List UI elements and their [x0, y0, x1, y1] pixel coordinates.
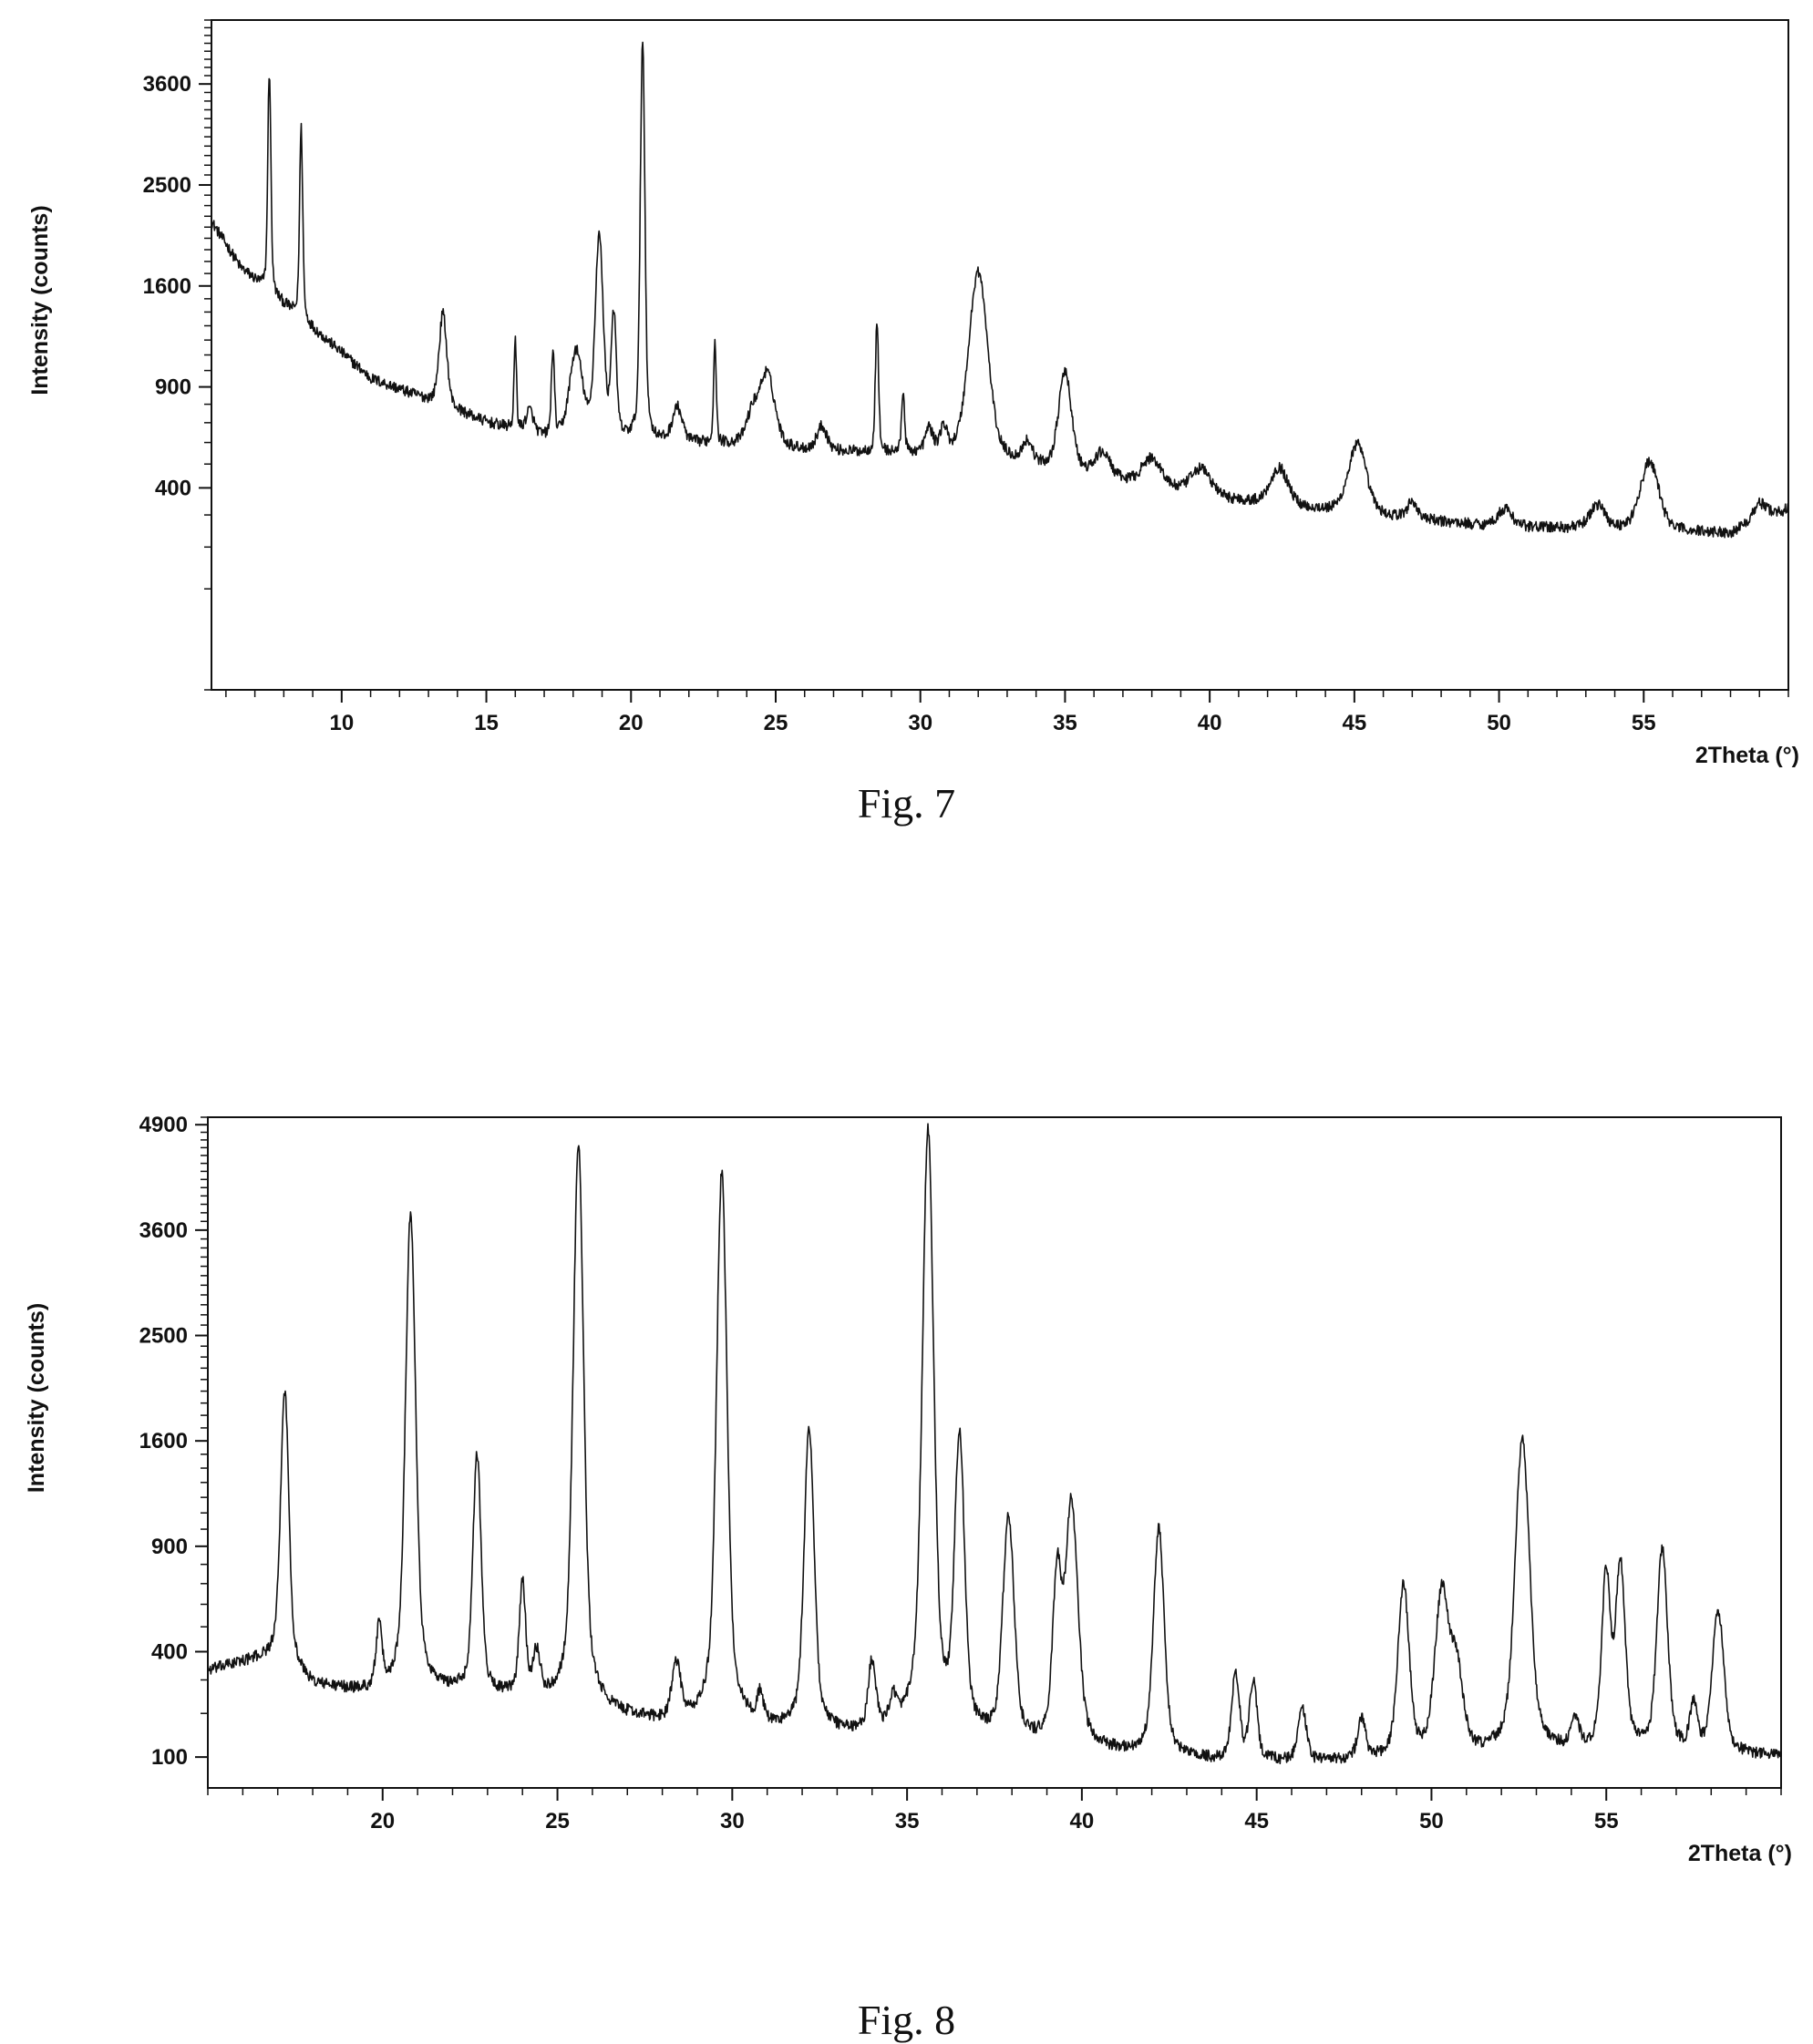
x-tick-label: 20 — [370, 1809, 395, 1833]
x-axis-label: 2Theta (°) — [1695, 743, 1799, 768]
figure-8: 100 400 900 1600 2500 3600 4900 20 25 30 35 40 45 50 5… — [0, 1084, 1813, 2043]
x-axis-label: 2Theta (°) — [1688, 1841, 1792, 1866]
y-tick-label: 3600 — [139, 1218, 188, 1243]
plot-frame — [211, 19, 1789, 691]
y-axis-label: Intensity (counts) — [27, 205, 53, 395]
y-tick-label: 100 — [151, 1745, 188, 1770]
x-tick-label: 10 — [329, 711, 354, 735]
x-tick-label: 40 — [1198, 711, 1222, 735]
x-tick-label: 25 — [764, 711, 788, 735]
y-tick-label: 2500 — [139, 1324, 188, 1349]
x-tick-label: 30 — [908, 711, 932, 735]
x-tick-label: 35 — [1053, 711, 1077, 735]
x-tick-label: 55 — [1632, 711, 1656, 735]
y-tick-label: 400 — [151, 1639, 188, 1664]
y-tick-label: 3600 — [143, 72, 191, 97]
diffraction-pattern-line — [211, 41, 1789, 539]
y-tick-label: 2500 — [143, 173, 191, 198]
x-tick-label: 40 — [1070, 1809, 1095, 1833]
figure-7: 400 900 1600 2500 3600 10 15 20 25 30 35 40 45 50 55 In… — [0, 0, 1813, 875]
xrd-chart-fig7: 400 900 1600 2500 3600 10 15 20 25 30 35 40 45 50 55 In… — [27, 19, 1799, 768]
x-tick-label: 35 — [895, 1809, 920, 1833]
y-tick-label: 4900 — [139, 1113, 188, 1137]
x-tick-label: 30 — [720, 1809, 745, 1833]
y-tick-label: 400 — [155, 476, 191, 500]
x-tick-label: 50 — [1487, 711, 1511, 735]
x-tick-label: 45 — [1343, 711, 1367, 735]
y-tick-label: 1600 — [143, 274, 191, 299]
figure-caption: Fig. 7 — [857, 780, 956, 827]
y-axis-label: Intensity (counts) — [24, 1303, 49, 1493]
xrd-chart-fig8: 100 400 900 1600 2500 3600 4900 20 25 30 35 40 45 50 5… — [24, 1113, 1792, 1866]
x-tick-label: 45 — [1244, 1809, 1269, 1833]
x-tick-label: 55 — [1594, 1809, 1619, 1833]
x-tick-label: 25 — [545, 1809, 570, 1833]
plot-frame — [207, 1116, 1782, 1789]
y-tick-label: 900 — [155, 375, 191, 400]
x-tick-label: 15 — [474, 711, 499, 735]
y-tick-label: 1600 — [139, 1429, 188, 1453]
diffraction-pattern-line — [207, 1123, 1782, 1765]
x-tick-label: 50 — [1419, 1809, 1444, 1833]
y-tick-label: 900 — [151, 1535, 188, 1559]
figure-caption: Fig. 8 — [857, 1997, 956, 2043]
x-tick-label: 20 — [619, 711, 644, 735]
